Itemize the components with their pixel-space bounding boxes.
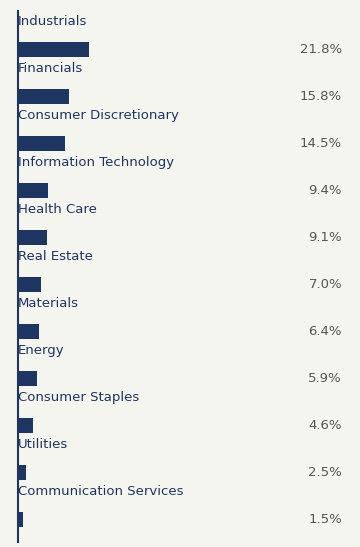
Text: 7.0%: 7.0% <box>309 278 342 291</box>
Bar <box>18 136 65 152</box>
Bar <box>18 43 89 57</box>
Text: 5.9%: 5.9% <box>309 372 342 385</box>
Bar <box>18 230 48 245</box>
Text: Utilities: Utilities <box>18 438 68 451</box>
Text: 2.5%: 2.5% <box>308 466 342 479</box>
Bar <box>18 277 41 292</box>
Bar <box>18 465 26 480</box>
Text: Energy: Energy <box>18 344 65 357</box>
Text: 9.1%: 9.1% <box>309 231 342 244</box>
Text: Materials: Materials <box>18 297 79 310</box>
Text: 9.4%: 9.4% <box>309 184 342 197</box>
Bar <box>18 183 49 199</box>
Text: Health Care: Health Care <box>18 203 97 216</box>
Text: 6.4%: 6.4% <box>309 325 342 338</box>
Text: Industrials: Industrials <box>18 15 87 28</box>
Bar <box>18 371 37 386</box>
Bar <box>18 418 33 433</box>
Text: Communication Services: Communication Services <box>18 485 184 498</box>
Text: Information Technology: Information Technology <box>18 156 174 169</box>
Text: Consumer Staples: Consumer Staples <box>18 391 139 404</box>
Text: 4.6%: 4.6% <box>309 419 342 432</box>
Text: Financials: Financials <box>18 62 83 75</box>
Text: 15.8%: 15.8% <box>300 90 342 103</box>
Text: 21.8%: 21.8% <box>300 43 342 56</box>
Text: Real Estate: Real Estate <box>18 250 93 263</box>
Text: 1.5%: 1.5% <box>308 513 342 526</box>
Bar <box>18 512 23 527</box>
Text: Consumer Discretionary: Consumer Discretionary <box>18 109 179 122</box>
Bar <box>18 89 69 104</box>
Bar <box>18 324 39 339</box>
Text: 14.5%: 14.5% <box>300 137 342 150</box>
